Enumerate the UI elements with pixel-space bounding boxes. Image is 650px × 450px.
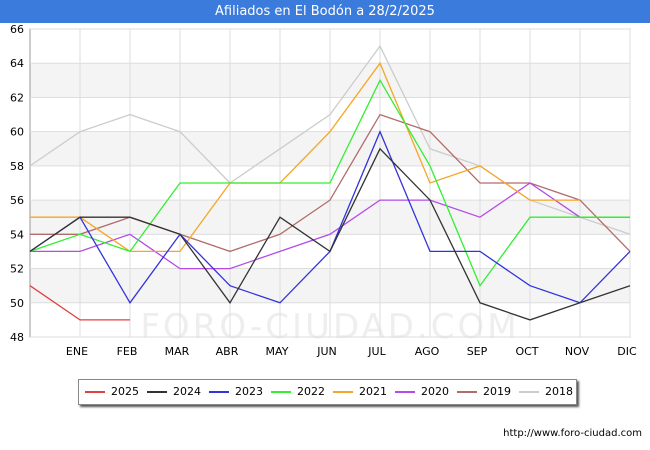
x-tick-label: ABR <box>216 345 239 358</box>
y-tick-label: 66 <box>10 23 24 36</box>
legend-label: 2018 <box>545 385 573 398</box>
watermark: FORO-CIUDAD.COM <box>140 307 519 347</box>
series-line-2024 <box>29 147 631 321</box>
x-tick-label: MAY <box>266 345 289 358</box>
legend-label: 2020 <box>421 385 449 398</box>
source-url: http://www.foro-ciudad.com <box>503 428 642 439</box>
x-tick-label: AGO <box>415 345 440 358</box>
legend-label: 2025 <box>111 385 139 398</box>
y-tick-label: 60 <box>10 126 24 139</box>
x-tick-label: MAR <box>165 345 190 358</box>
line-chart: FORO-CIUDAD.COM 48 50 52 54 56 58 60 62 64 66 ENE… <box>10 23 637 358</box>
x-tick-label: SEP <box>467 345 488 358</box>
series-line-2022 <box>29 78 630 288</box>
y-tick-label: 50 <box>10 297 24 310</box>
x-tick-label: ENE <box>66 345 88 358</box>
legend-swatch <box>333 391 353 393</box>
series-line-2020 <box>30 182 630 270</box>
y-tick-label: 62 <box>10 91 24 104</box>
x-tick-label: FEB <box>117 345 138 358</box>
y-tick-label: 48 <box>10 331 24 344</box>
legend: 2025 2024 2023 2022 2021 2020 2019 2018 <box>78 379 577 405</box>
series-line-2021 <box>30 61 580 253</box>
x-tick-label: DIC <box>617 345 637 358</box>
y-axis-ticks: 48 50 52 54 56 58 60 62 64 66 <box>10 23 24 344</box>
series-lines <box>29 44 631 321</box>
legend-label: 2023 <box>235 385 263 398</box>
y-tick-label: 64 <box>10 57 24 70</box>
chart-title: Afiliados en El Bodón a 28/2/2025 <box>0 0 650 23</box>
legend-label: 2022 <box>297 385 325 398</box>
legend-label: 2024 <box>173 385 201 398</box>
legend-label: 2019 <box>483 385 511 398</box>
legend-swatch <box>85 391 105 393</box>
x-tick-label: NOV <box>565 345 590 358</box>
x-tick-label: JUN <box>316 345 337 358</box>
x-axis-ticks: ENE FEB MAR ABR MAY JUN JUL AGO SEP OCT NOV DIC <box>66 345 637 358</box>
y-tick-label: 58 <box>10 160 24 173</box>
y-tick-label: 52 <box>10 263 24 276</box>
legend-swatch <box>209 391 229 393</box>
y-tick-label: 56 <box>10 194 24 207</box>
legend-label: 2021 <box>359 385 387 398</box>
legend-swatch <box>519 391 539 393</box>
legend-swatch <box>395 391 415 393</box>
legend-swatch <box>271 391 291 393</box>
series-line-2025 <box>29 285 130 321</box>
x-tick-label: JUL <box>367 345 386 358</box>
x-tick-label: OCT <box>515 345 538 358</box>
y-tick-label: 54 <box>10 228 24 241</box>
legend-swatch <box>457 391 477 393</box>
legend-swatch <box>147 391 167 393</box>
